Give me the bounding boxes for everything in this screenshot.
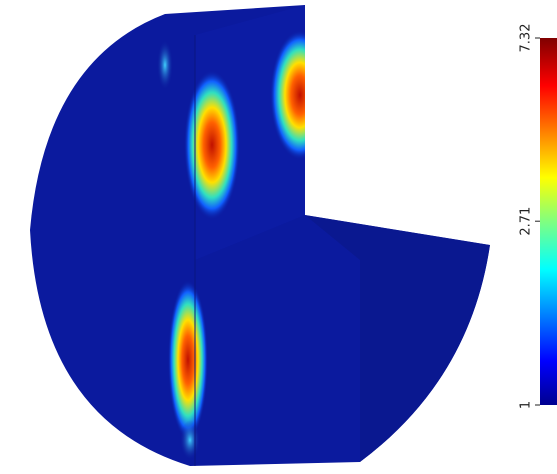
tick-label: 7.32: [519, 24, 534, 53]
colorbar: [540, 38, 557, 405]
tick-label: 2.71: [519, 207, 534, 236]
tick-label: 1: [519, 401, 534, 409]
cutaway-body: [30, 5, 490, 466]
